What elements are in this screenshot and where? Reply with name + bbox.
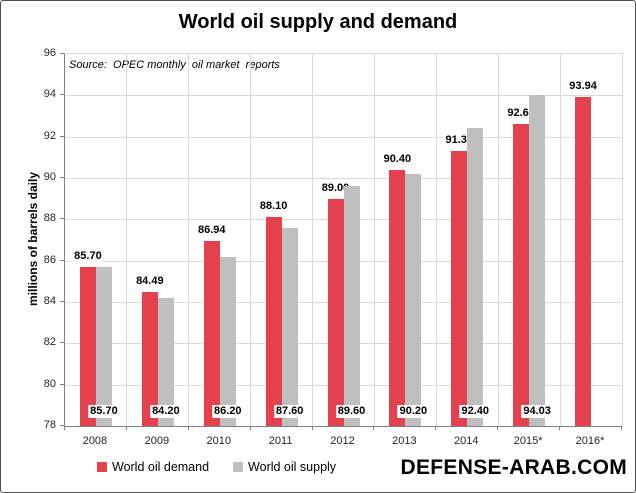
- gridline-vertical: [126, 54, 128, 426]
- gridline-vertical: [188, 54, 190, 426]
- gridline-vertical: [373, 54, 375, 426]
- demand-legend-label: World oil demand: [112, 460, 210, 474]
- x-tick-label: 2015*: [513, 435, 543, 447]
- y-tick-label: 86: [43, 253, 56, 266]
- watermark: DEFENSE-ARAB.COM: [400, 456, 627, 479]
- y-tick-mark: [60, 218, 64, 220]
- supply-bar: [467, 128, 484, 426]
- y-tick-mark: [60, 383, 64, 385]
- gridline-horizontal: [65, 95, 622, 97]
- demand-value-label: 86.94: [195, 224, 228, 238]
- demand-value-label: 88.10: [257, 200, 290, 214]
- y-tick-mark: [60, 135, 64, 137]
- x-tick-label: 2008: [82, 435, 108, 447]
- y-tick-label: 84: [43, 295, 56, 307]
- y-tick-mark: [60, 53, 64, 54]
- demand-legend-swatch: [97, 462, 107, 472]
- demand-value-label: 85.70: [72, 249, 104, 263]
- x-tick-mark: [373, 426, 375, 430]
- legend-entry-demand: World oil demand: [97, 460, 209, 474]
- source-note: Source: OPEC monthly oil market reports: [69, 59, 280, 71]
- gridline-vertical: [559, 54, 561, 426]
- supply-bar: [281, 227, 298, 426]
- y-tick-mark: [60, 301, 64, 302]
- gridline-vertical: [312, 54, 314, 426]
- x-tick-label: 2010: [206, 435, 231, 447]
- x-tick-label: 2014: [454, 435, 479, 447]
- y-tick-mark: [60, 94, 64, 96]
- supply-bar: [343, 186, 360, 426]
- gridline-vertical: [250, 54, 252, 426]
- x-tick-label: 2016*: [575, 435, 605, 447]
- x-tick-label: 2009: [144, 435, 170, 447]
- supply-value-label: 85.70: [88, 405, 120, 418]
- x-tick-mark: [621, 426, 622, 430]
- y-tick-label: 88: [43, 212, 56, 225]
- x-tick-label: 2011: [268, 435, 293, 447]
- gridline-vertical: [435, 54, 437, 426]
- supply-value-label: 86.20: [211, 405, 244, 418]
- demand-bar: [141, 291, 158, 426]
- y-tick-label: 82: [43, 336, 56, 349]
- y-tick-label: 90: [43, 171, 56, 183]
- x-tick-mark: [125, 426, 127, 430]
- supply-value-label: 84.20: [150, 405, 182, 418]
- x-tick-mark: [559, 426, 561, 430]
- y-tick-label: 92: [43, 129, 56, 142]
- supply-bar: [219, 256, 236, 426]
- x-tick-mark: [249, 426, 251, 430]
- plot-area: Source: OPEC monthly oil market reports …: [64, 53, 623, 427]
- y-axis-title: millions of barrels daily: [26, 171, 40, 307]
- gridline-vertical: [497, 54, 499, 426]
- demand-bar: [513, 124, 530, 426]
- demand-bar: [451, 151, 468, 426]
- x-tick-label: 2013: [392, 435, 417, 447]
- y-tick-mark: [60, 342, 64, 344]
- x-tick-mark: [311, 426, 313, 430]
- demand-value-label: 91.30: [443, 134, 476, 148]
- supply-value-label: 94.03: [521, 405, 553, 418]
- y-tick-label: 80: [43, 377, 56, 390]
- x-tick-mark: [187, 426, 189, 430]
- supply-value-label: 90.20: [397, 405, 430, 418]
- y-tick-label: 78: [43, 419, 56, 431]
- demand-value-label: 93.94: [567, 79, 599, 93]
- y-tick-mark: [60, 177, 64, 178]
- x-tick-mark: [435, 426, 437, 430]
- demand-bar: [327, 198, 344, 426]
- supply-bar: [157, 297, 174, 426]
- supply-bar: [405, 173, 422, 426]
- demand-bar: [265, 217, 282, 426]
- demand-bar: [203, 241, 220, 426]
- supply-bar: [529, 94, 546, 426]
- y-tick-label: 94: [43, 88, 56, 101]
- chart-title: World oil supply and demand: [178, 11, 458, 33]
- y-tick-mark: [60, 425, 64, 426]
- legend-entry-supply: World oil supply: [233, 460, 336, 474]
- demand-value-label: 89.00: [319, 181, 352, 195]
- supply-value-label: 92.40: [459, 405, 492, 418]
- y-tick-mark: [60, 259, 64, 261]
- legend: World oil demand World oil supply: [97, 460, 336, 474]
- demand-value-label: 84.49: [134, 274, 166, 288]
- x-tick-mark: [64, 426, 65, 430]
- gridline-horizontal: [65, 136, 622, 138]
- supply-legend-swatch: [233, 462, 244, 472]
- demand-value-label: 90.40: [381, 152, 414, 166]
- demand-bar: [79, 266, 96, 426]
- supply-bar: [95, 266, 112, 426]
- x-tick-label: 2012: [330, 435, 355, 447]
- demand-value-label: 92.61: [505, 107, 537, 121]
- y-tick-label: 96: [43, 47, 56, 59]
- demand-bar: [389, 169, 406, 426]
- x-tick-mark: [497, 426, 499, 430]
- gridline-horizontal: [65, 178, 622, 179]
- supply-value-label: 89.60: [335, 405, 368, 418]
- demand-bar: [575, 96, 592, 426]
- supply-value-label: 87.60: [273, 405, 306, 418]
- supply-legend-label: World oil supply: [248, 460, 337, 474]
